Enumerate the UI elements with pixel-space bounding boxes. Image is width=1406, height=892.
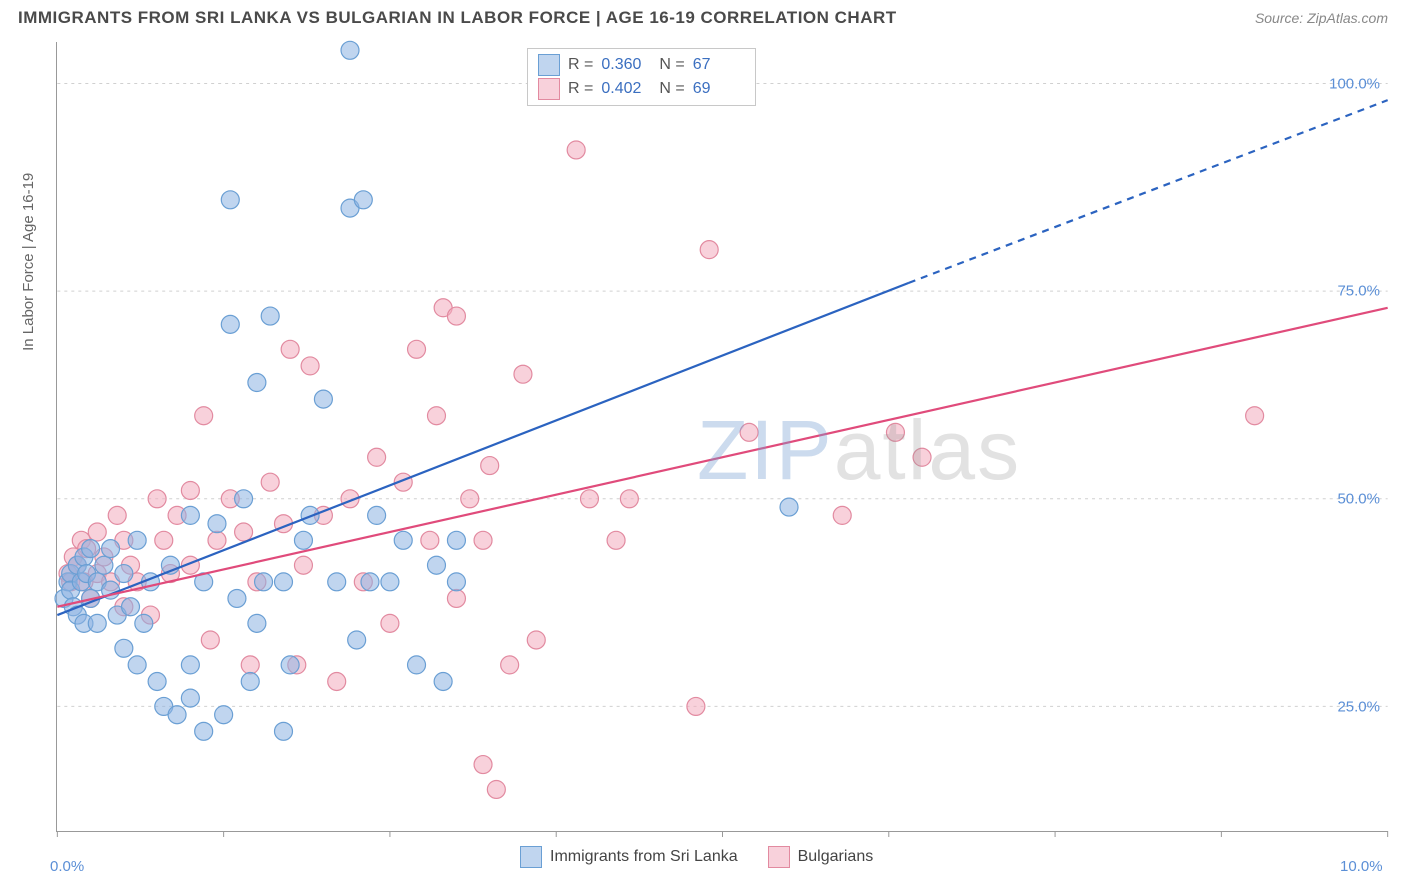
chart-title: IMMIGRANTS FROM SRI LANKA VS BULGARIAN I… [18,8,897,28]
stats-legend: R = 0.360 N = 67 R = 0.402 N = 69 [527,48,756,106]
y-tick-label: 100.0% [1329,75,1380,92]
swatch-legend-2 [768,846,790,868]
legend-item-1: Immigrants from Sri Lanka [520,846,738,868]
y-tick-label: 75.0% [1337,283,1380,300]
r-label: R = [568,77,593,101]
n-value-1: 67 [693,53,743,77]
legend-label-1: Immigrants from Sri Lanka [550,848,738,866]
chart-plot-area: ZIPatlas R = 0.360 N = 67 R = 0.402 N = … [56,42,1388,832]
legend-label-2: Bulgarians [798,848,874,866]
stats-row-series-1: R = 0.360 N = 67 [538,53,743,77]
swatch-legend-1 [520,846,542,868]
y-axis-title: In Labor Force | Age 16-19 [20,173,37,351]
x-tick-label-max: 10.0% [1340,858,1383,875]
y-tick-label: 25.0% [1337,699,1380,716]
r-value-1: 0.360 [601,53,651,77]
n-label: N = [659,77,684,101]
n-value-2: 69 [693,77,743,101]
bottom-legend: Immigrants from Sri Lanka Bulgarians [520,846,873,868]
swatch-series-1 [538,54,560,76]
swatch-series-2 [538,78,560,100]
n-label: N = [659,53,684,77]
y-tick-label: 50.0% [1337,491,1380,508]
legend-item-2: Bulgarians [768,846,874,868]
r-label: R = [568,53,593,77]
x-tick-label-min: 0.0% [50,858,84,875]
stats-row-series-2: R = 0.402 N = 69 [538,77,743,101]
source-label: Source: ZipAtlas.com [1255,10,1388,26]
scatter-plot-svg [57,42,1388,831]
r-value-2: 0.402 [601,77,651,101]
